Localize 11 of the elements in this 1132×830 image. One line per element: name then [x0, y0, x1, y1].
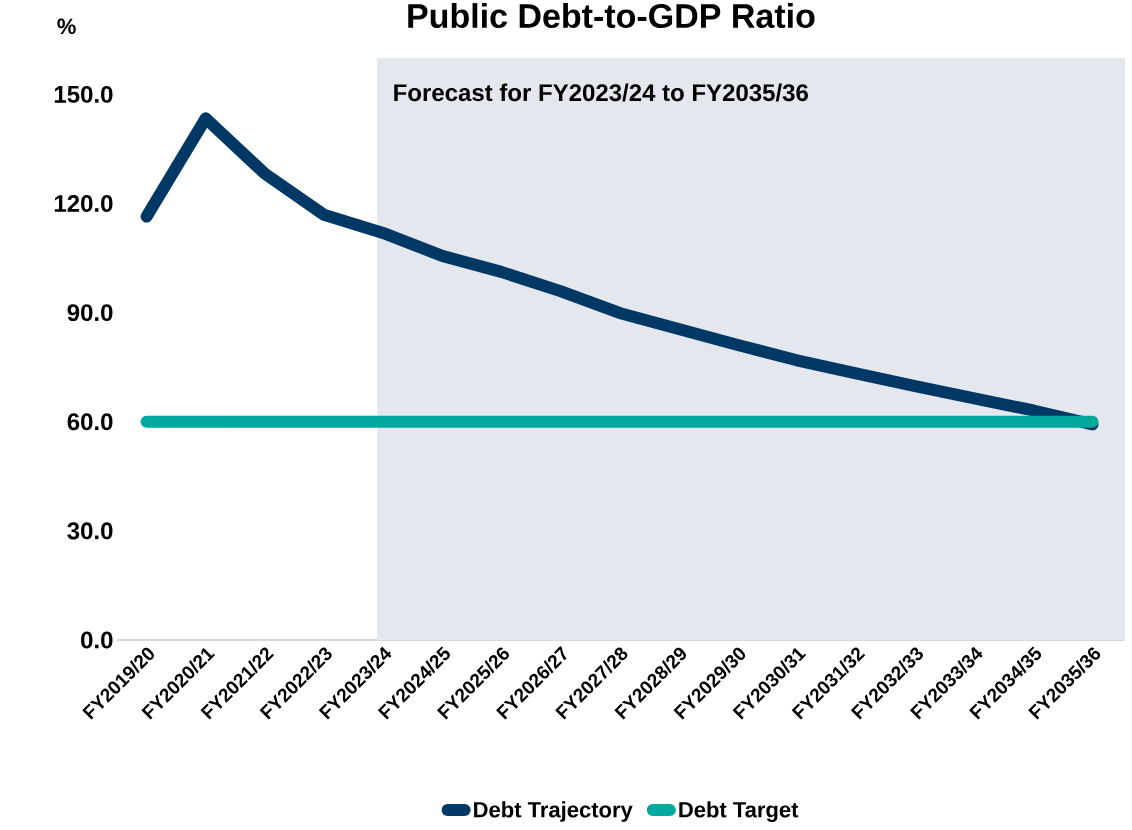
y-tick-label: 120.0 [54, 195, 113, 212]
band-label: Forecast for FY2023/24 to FY2035/36 [394, 83, 808, 102]
y-axis-title: % [57, 18, 76, 35]
y-tick-label: 150.0 [54, 85, 113, 103]
legend-label: Debt Trajectory [474, 801, 633, 822]
y-tick-label: 90.0 [67, 304, 113, 322]
y-tick-label: 0.0 [81, 631, 113, 649]
chart-title: Public Debt-to-GDP Ratio [408, 3, 815, 29]
y-tick-label: 30.0 [67, 522, 113, 540]
y-tick-label: 60.0 [67, 413, 113, 431]
legend-label: Debt Target [679, 801, 799, 822]
